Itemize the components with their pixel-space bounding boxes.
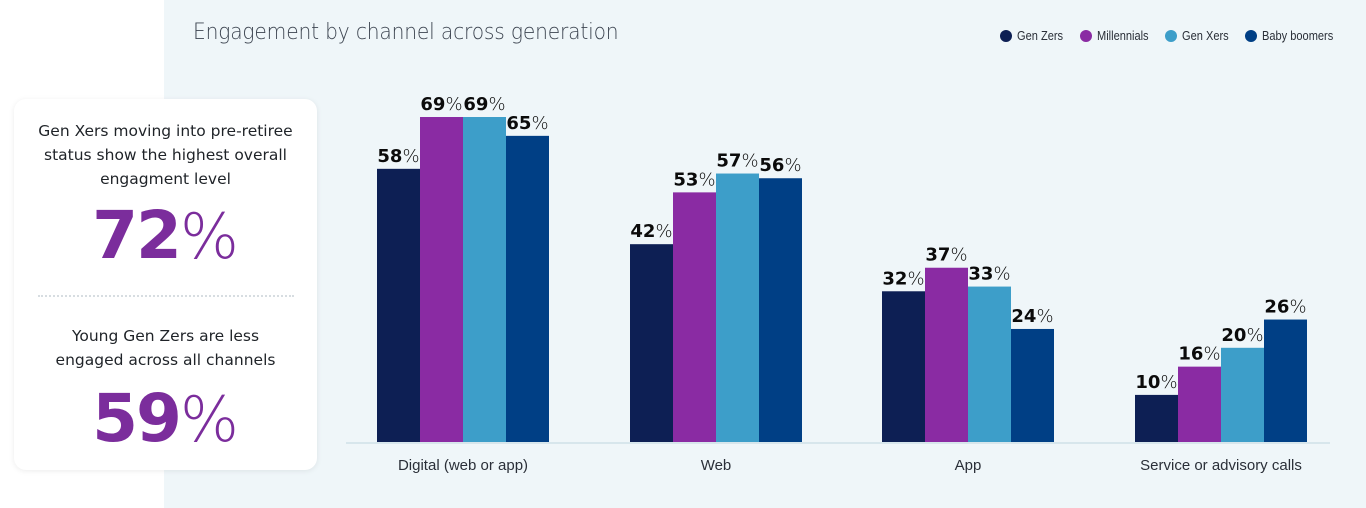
- bar-data-label: 33%: [968, 264, 1010, 285]
- highlight-1-line: status show the highest overall: [44, 146, 287, 164]
- bar-data-label: 58%: [377, 146, 419, 167]
- bar-group: 32%37%33%24% App: [882, 245, 1054, 474]
- highlight-2-percent-sign: %: [179, 383, 239, 456]
- bar: [925, 267, 968, 442]
- summary-card: Gen Xers moving into pre-retiree status …: [14, 99, 317, 470]
- highlight-1-line: engagment level: [100, 170, 231, 188]
- bar-data-label: 42%: [630, 221, 672, 242]
- x-tick-label: App: [955, 457, 982, 474]
- bar: [630, 244, 673, 442]
- highlight-2-stat: 59%: [14, 386, 317, 452]
- highlight-2-line: engaged across all channels: [55, 351, 276, 369]
- bar-data-label: 24%: [1011, 306, 1053, 327]
- bar-data-label: 57%: [716, 151, 758, 172]
- bar-data-label: 53%: [673, 169, 715, 190]
- highlight-1-text: Gen Xers moving into pre-retiree status …: [14, 119, 317, 191]
- chart-title: Engagement by channel across generation: [193, 20, 619, 45]
- bar-group: 58%69% 69%65%Digital (web or app): [377, 94, 549, 474]
- legend-swatch-gen-zers: [1000, 29, 1013, 42]
- highlight-1-percent-sign: %: [179, 200, 239, 273]
- legend-item-baby-boomers: Baby boomers: [1245, 28, 1338, 43]
- bar-data-label: 37%: [925, 245, 967, 266]
- highlight-1-value: 72: [92, 197, 182, 274]
- bar: [1264, 319, 1307, 442]
- x-tick-label: Digital (web or app): [398, 457, 528, 474]
- highlight-2-text: Young Gen Zers are less engaged across a…: [14, 324, 317, 372]
- bar: [716, 173, 759, 442]
- bar: [420, 117, 463, 442]
- legend-label-baby-boomers: Baby boomers: [1262, 28, 1334, 43]
- bar: [463, 117, 506, 442]
- bar: [759, 178, 802, 443]
- legend-item-millennials: Millennials: [1079, 28, 1150, 43]
- bar: [1221, 347, 1264, 442]
- bar-group: 42% 53%57% 56% Web: [630, 151, 802, 474]
- card-divider: [38, 295, 294, 297]
- bar: [882, 291, 925, 442]
- legend-label-gen-zers: Gen Zers: [1017, 28, 1064, 43]
- bar-data-label: 69%: [420, 94, 462, 115]
- legend-label-millennials: Millennials: [1096, 28, 1149, 43]
- bar: [506, 135, 549, 442]
- bar-data-label: 10%: [1135, 372, 1177, 393]
- bar: [673, 192, 716, 442]
- bar-data-label: 65%: [506, 113, 548, 134]
- chart-legend: Gen Zers Millennials Gen Xers Baby boome…: [1000, 28, 1338, 43]
- bar-data-label: 26%: [1264, 297, 1306, 318]
- bar-data-label: 32%: [882, 268, 924, 289]
- bar-data-label: 56%: [759, 155, 801, 176]
- bar: [968, 286, 1011, 442]
- bar-data-label: 16%: [1178, 344, 1220, 365]
- bar: [1011, 328, 1054, 442]
- highlight-1-line: Gen Xers moving into pre-retiree: [38, 122, 293, 140]
- x-tick-label: Web: [701, 457, 732, 474]
- bar: [1135, 394, 1178, 442]
- legend-item-gen-xers: Gen Xers: [1165, 28, 1229, 43]
- legend-label-gen-xers: Gen Xers: [1182, 28, 1229, 43]
- highlight-1-stat: 72%: [14, 203, 317, 269]
- bar: [377, 168, 420, 442]
- legend-swatch-millennials: [1079, 29, 1092, 42]
- x-tick-label: Service or advisory calls: [1140, 457, 1302, 474]
- bar: [1178, 366, 1221, 442]
- legend-item-gen-zers: Gen Zers: [1000, 28, 1063, 43]
- highlight-2-line: Young Gen Zers are less: [71, 327, 260, 345]
- bar-data-label: 69%: [463, 94, 505, 115]
- legend-swatch-baby-boomers: [1245, 29, 1258, 42]
- highlight-2-value: 59: [92, 380, 182, 457]
- legend-swatch-gen-xers: [1165, 29, 1178, 42]
- bar-data-label: 20%: [1221, 325, 1263, 346]
- bar-group: 10%16%20%26% Service or advisory calls: [1135, 297, 1307, 474]
